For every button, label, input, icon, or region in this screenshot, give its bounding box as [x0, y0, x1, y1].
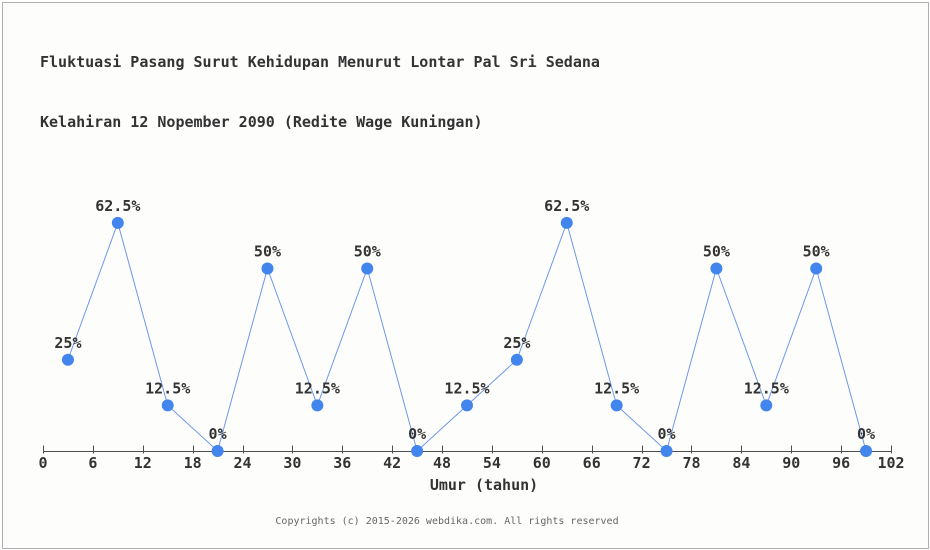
data-point	[560, 216, 573, 229]
x-tick-label: 0	[38, 454, 47, 472]
data-point	[311, 399, 324, 412]
x-tick-label: 72	[633, 454, 651, 472]
series-line	[67, 221, 867, 452]
data-point-label: 50%	[254, 243, 281, 261]
x-tick-label: 30	[283, 454, 301, 472]
x-tick-label: 18	[184, 454, 202, 472]
x-axis-label: Umur (tahun)	[429, 476, 539, 494]
x-tick-label: 66	[583, 454, 601, 472]
x-tick-label: 78	[682, 454, 700, 472]
data-point-label: 0%	[408, 425, 426, 443]
chart-title-line1: Fluktuasi Pasang Surut Kehidupan Menurut…	[40, 53, 600, 71]
x-tick-label: 6	[88, 454, 97, 472]
data-point-label: 25%	[503, 334, 530, 352]
data-point-label: 0%	[209, 425, 227, 443]
data-point	[660, 445, 673, 457]
data-point-label: 25%	[54, 334, 81, 352]
data-point	[710, 262, 723, 275]
data-point	[461, 399, 473, 412]
copyright-footer: Copyrights (c) 2015-2026 webdika.com. Al…	[275, 516, 619, 527]
data-point	[261, 262, 274, 275]
data-point	[810, 262, 823, 275]
data-point	[610, 399, 623, 412]
data-point-label: 50%	[703, 243, 730, 261]
data-point-label: 62.5%	[544, 197, 589, 215]
data-point	[211, 445, 224, 457]
data-point-label: 12.5%	[594, 379, 639, 397]
x-tick-label: 84	[732, 454, 750, 472]
data-point-label: 50%	[354, 243, 381, 261]
data-point-label: 12.5%	[444, 379, 489, 397]
data-point	[510, 353, 523, 366]
x-tick-label: 24	[233, 454, 251, 472]
data-point	[161, 399, 174, 412]
x-tick-label: 54	[483, 454, 501, 472]
data-point	[111, 216, 124, 229]
data-point-label: 12.5%	[145, 379, 190, 397]
x-tick-label: 48	[433, 454, 451, 472]
chart-title: Fluktuasi Pasang Surut Kehidupan Menurut…	[40, 12, 600, 172]
x-tick-label: 60	[533, 454, 551, 472]
data-point-label: 12.5%	[295, 379, 340, 397]
data-point	[61, 353, 74, 366]
data-point-label: 12.5%	[744, 379, 789, 397]
data-point	[860, 445, 873, 457]
x-tick-label: 12	[134, 454, 152, 472]
chart-title-line2: Kelahiran 12 Nopember 2090 (Redite Wage …	[40, 113, 483, 131]
x-tick-label: 42	[383, 454, 401, 472]
x-tick-label: 90	[782, 454, 800, 472]
data-point-label: 0%	[857, 425, 875, 443]
data-point	[361, 262, 374, 275]
data-point-label: 62.5%	[95, 197, 140, 215]
x-tick-label: 102	[877, 454, 904, 472]
x-tick-label: 36	[333, 454, 351, 472]
data-point-label: 50%	[803, 243, 830, 261]
x-tick-label: 96	[832, 454, 850, 472]
data-point	[411, 445, 424, 457]
data-point-label: 0%	[657, 425, 675, 443]
data-point	[760, 399, 773, 412]
